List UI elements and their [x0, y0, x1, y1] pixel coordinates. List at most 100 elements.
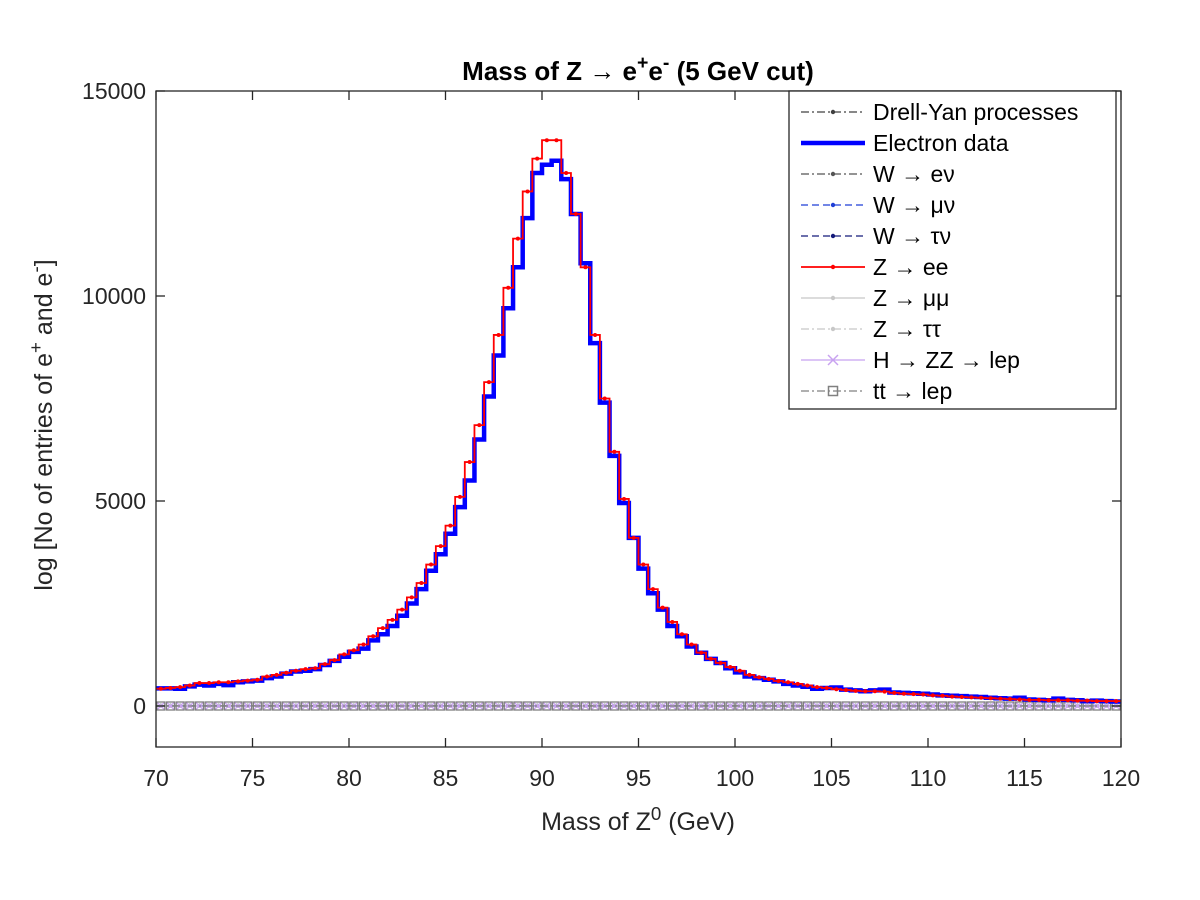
- series-5-point: [187, 683, 192, 688]
- series-5-point: [776, 678, 781, 683]
- series-5-point: [718, 660, 723, 665]
- series-8-point: [465, 701, 475, 711]
- series-9-point: [1024, 701, 1034, 711]
- series-9-point: [175, 701, 185, 711]
- series-9-point: [532, 701, 542, 711]
- series-layer: [156, 138, 1121, 711]
- series-9-point: [281, 701, 291, 711]
- series-9-point: [243, 701, 253, 711]
- y-tick-label: 15000: [82, 78, 146, 104]
- series-5-point: [1094, 699, 1099, 704]
- series-5-point: [438, 544, 443, 549]
- series-9-point: [445, 701, 455, 711]
- series-8-point: [214, 701, 224, 711]
- series-9-point: [349, 701, 359, 711]
- legend-marker: [830, 109, 836, 115]
- series-8-point: [966, 701, 976, 711]
- y-tick-label: 5000: [95, 488, 146, 514]
- series-5-point: [583, 265, 588, 270]
- series-5-point: [303, 667, 308, 672]
- series-9-point: [165, 701, 176, 711]
- series-5-point: [950, 694, 955, 699]
- series-5-point: [998, 696, 1003, 701]
- series-5-point: [1085, 698, 1090, 703]
- series-5-point: [1056, 698, 1061, 703]
- series-5-point: [168, 685, 173, 690]
- series-9-point: [744, 701, 755, 711]
- series-9-point: [310, 701, 320, 711]
- series-8-point: [880, 701, 890, 711]
- series-5-point: [940, 693, 945, 698]
- series-8-point: [1063, 701, 1073, 711]
- legend-item: Drell-Yan processes: [801, 99, 1078, 125]
- series-9-point: [706, 701, 716, 711]
- series-9-point: [204, 701, 214, 711]
- x-tick-label: 85: [433, 765, 459, 791]
- series-9-point: [995, 701, 1006, 711]
- series-5-point: [158, 686, 163, 691]
- x-tick-label: 120: [1102, 765, 1140, 791]
- series-5-point: [786, 680, 791, 685]
- series-8-point: [677, 701, 687, 711]
- legend-marker: [827, 354, 839, 366]
- legend-label: W → μν: [873, 192, 955, 218]
- series-5-point: [602, 396, 607, 401]
- series-5-point: [371, 634, 376, 639]
- series-9-point: [677, 701, 687, 711]
- legend-item: H → ZZ → lep: [801, 347, 1020, 373]
- series-9-point: [484, 701, 494, 711]
- series-5: [156, 138, 1121, 704]
- series-5-point: [641, 562, 646, 567]
- x-tick-label: 70: [143, 765, 169, 791]
- series-5-point: [863, 689, 868, 694]
- x-tick-label: 100: [716, 765, 754, 791]
- legend-item: Z → ee: [801, 254, 948, 280]
- series-9-point: [1015, 701, 1025, 711]
- series-9-point: [947, 701, 957, 711]
- series-8-point: [175, 701, 185, 711]
- series-9-point: [754, 701, 764, 711]
- series-9-point: [957, 701, 967, 711]
- series-9-point: [657, 701, 668, 711]
- series-5-point: [1008, 697, 1013, 702]
- legend-label: Z → ττ: [873, 316, 941, 342]
- series-8-point: [272, 701, 282, 711]
- series-5-point: [1027, 697, 1032, 702]
- series-9-point: [185, 701, 195, 711]
- series-5-point: [872, 689, 877, 694]
- legend-item: W → τν: [801, 223, 951, 249]
- series-5-point: [554, 138, 559, 143]
- legend-item: W → μν: [801, 192, 955, 218]
- series-5-point: [351, 648, 356, 653]
- series-5-point: [892, 690, 897, 695]
- series-9-point: [976, 701, 986, 711]
- series-9-point: [986, 701, 996, 711]
- x-tick-label: 75: [240, 765, 266, 791]
- series-5-point: [805, 683, 810, 688]
- x-tick-label: 115: [1006, 765, 1043, 791]
- series-5-point: [815, 685, 820, 690]
- legend-marker: [830, 233, 836, 239]
- series-9-point: [822, 701, 832, 711]
- series-5-point: [457, 494, 462, 499]
- series-9-point: [436, 701, 446, 711]
- series-5-point: [988, 696, 993, 701]
- series-9-point: [416, 701, 427, 711]
- series-5-point: [901, 691, 906, 696]
- series-5-point: [959, 694, 964, 699]
- series-8-point: [928, 701, 938, 711]
- series-5-point: [728, 665, 733, 670]
- series-5-point: [515, 236, 520, 241]
- series-9-point: [493, 701, 504, 711]
- legend-marker: [830, 171, 836, 177]
- series-9-point: [233, 701, 243, 711]
- series-5-point: [834, 687, 839, 692]
- series-8-point: [513, 701, 523, 711]
- x-tick-label: 105: [812, 765, 850, 791]
- series-5-point: [284, 670, 289, 675]
- series-5-point: [207, 681, 212, 686]
- series-8-point: [725, 701, 735, 711]
- series-5-point: [178, 685, 183, 690]
- series-5-point: [979, 695, 984, 700]
- series-5-point: [853, 688, 858, 693]
